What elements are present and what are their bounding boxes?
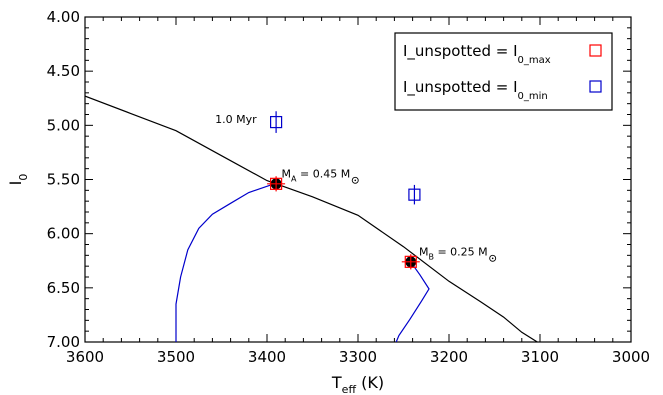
x-tick-label: 3600: [66, 348, 104, 366]
y-tick-label: 5.50: [47, 171, 80, 189]
x-tick-label: 3000: [612, 348, 650, 366]
x-axis-title-main: T: [331, 373, 342, 392]
x-axis-title-unit: (K): [356, 373, 384, 392]
x-tick-label: 3400: [248, 348, 286, 366]
axis-titles: Teff (K) I0: [6, 174, 384, 395]
mass-value: = 0.45 M: [297, 167, 351, 180]
legend-entry-label: I_unspotted = I0_max: [403, 42, 551, 66]
x-tick-label: 3500: [157, 348, 195, 366]
y-axis-title-sub: 0: [17, 174, 30, 181]
y-axis-title: I0: [6, 174, 30, 186]
x-axis-title-sub: eff: [342, 383, 357, 395]
legend-entry-subscript: 0_min: [518, 91, 548, 102]
y-tick-label: 6.00: [47, 225, 80, 243]
series-line-2: [395, 260, 430, 342]
mass-symbol: M: [282, 167, 292, 180]
legend-entry-text: I_unspotted = I: [403, 42, 518, 61]
mass-symbol: M: [419, 245, 429, 258]
y-tick-label: 6.50: [47, 279, 80, 297]
x-tick-label: 3100: [521, 348, 559, 366]
data-point-square-2: [270, 177, 283, 190]
series-line-1: [175, 183, 275, 342]
mass-value: = 0.25 M: [434, 245, 488, 258]
data-markers: [267, 111, 421, 270]
axis-ticks: 3600 3500 3400 3300 3200 3100 3000 4.00 4.50 5.00…: [47, 8, 651, 366]
x-axis-title: Teff (K): [331, 373, 384, 395]
y-tick-label: 4.50: [47, 62, 80, 80]
x-tick-label: 3300: [339, 348, 377, 366]
y-axis-title-main: I: [6, 181, 25, 186]
y-tick-label: 5.00: [47, 116, 80, 134]
legend-entry-text: I_unspotted = I: [403, 78, 518, 97]
sun-symbol-icon: [489, 254, 497, 262]
legend-entry-marker: [589, 80, 602, 93]
y-tick-label: 7.00: [47, 333, 80, 351]
data-point-square-4: [270, 115, 283, 129]
data-point-square-5: [408, 188, 421, 201]
series-lines: [85, 95, 538, 342]
annotation-label: 1.0 Myr: [215, 113, 257, 126]
data-point-square-3: [404, 255, 417, 268]
series-line-0: [85, 95, 538, 342]
mass-subscript: B: [428, 252, 434, 261]
legend-entry-marker: [589, 44, 602, 57]
mass-label: MB = 0.25 M: [419, 245, 488, 261]
sun-symbol-icon: [351, 176, 359, 184]
legend-entry-label: I_unspotted = I0_min: [403, 78, 548, 102]
sun-symbol-dot: [491, 257, 494, 260]
legend-box: [394, 32, 613, 111]
y-tick-label: 4.00: [47, 8, 80, 26]
x-tick-label: 3200: [430, 348, 468, 366]
legend-entry-subscript: 0_max: [518, 55, 551, 66]
mass-subscript: A: [291, 174, 297, 183]
sun-symbol-dot: [354, 179, 357, 182]
mass-label: MA = 0.45 M: [282, 167, 351, 183]
